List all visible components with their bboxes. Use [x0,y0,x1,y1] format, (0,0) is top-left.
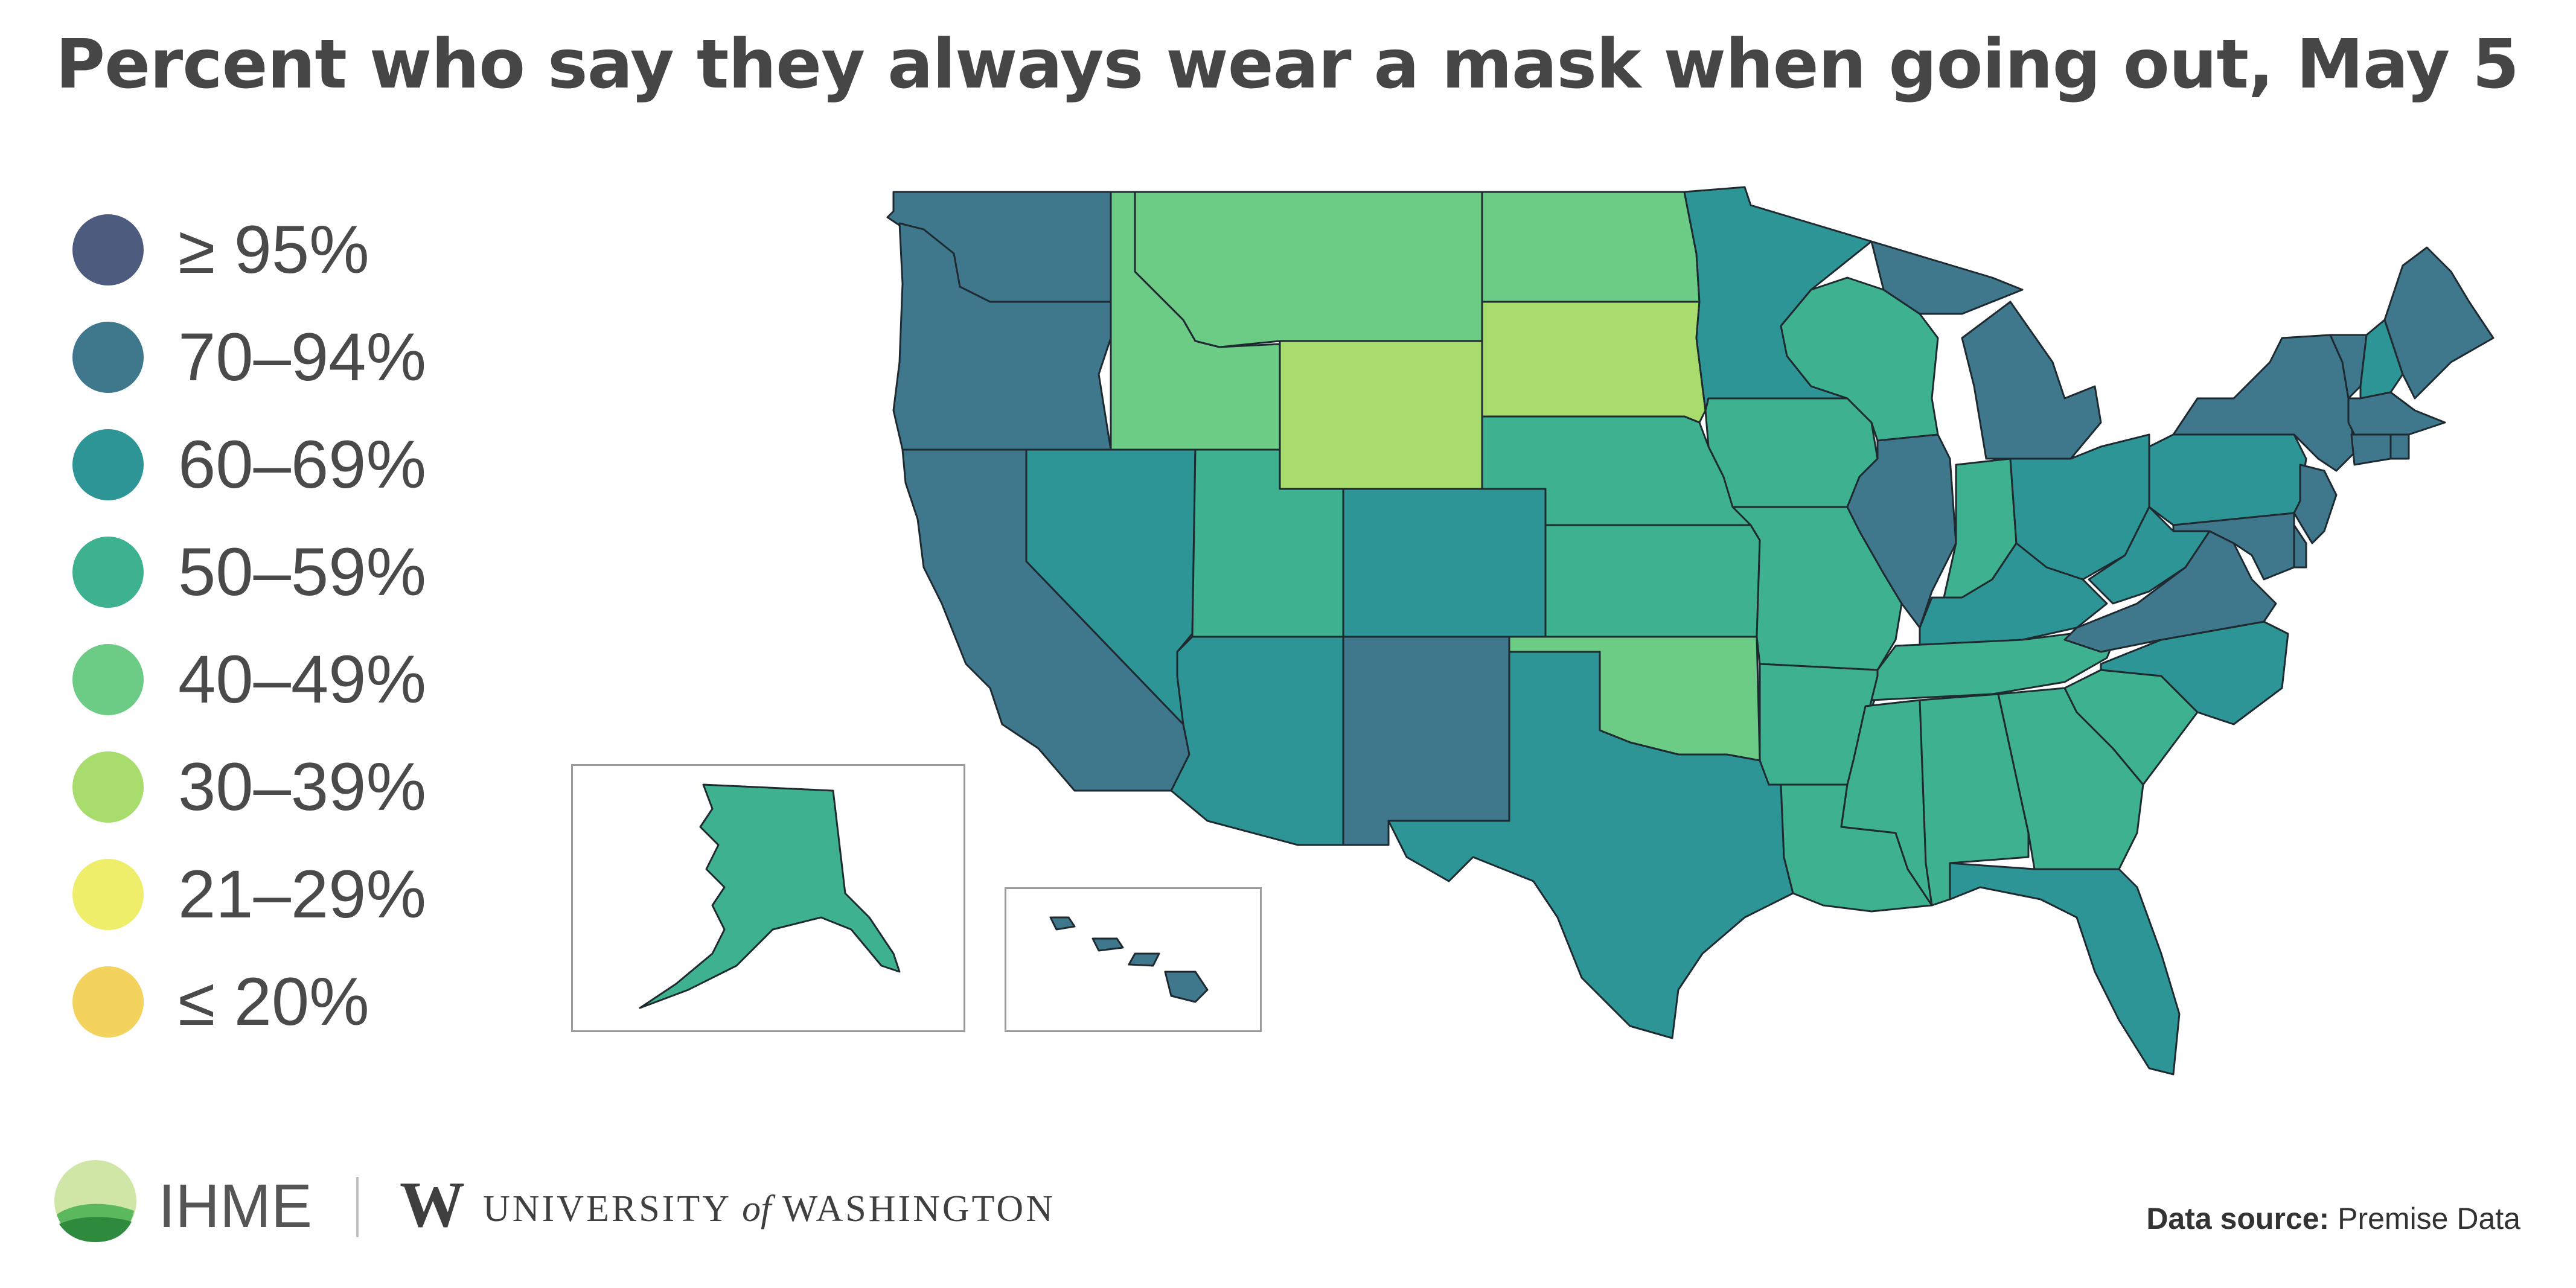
legend-label: 30–39% [178,749,427,824]
state-tx [1387,651,1794,1039]
legend-label: 50–59% [178,534,427,610]
state-mt [1134,191,1483,348]
state-il [1846,433,1957,629]
footer-divider [356,1177,359,1237]
state-md [2172,512,2295,581]
data-source: Data source: Premise Data [2146,1201,2520,1236]
state-sd [1481,301,1707,424]
data-source-label: Data source: [2146,1202,2330,1235]
state-me [2383,246,2495,400]
legend-swatch [72,322,144,393]
ihme-wordmark: IHME [158,1172,312,1240]
map-title: Percent who say they always wear a mask … [56,25,2519,104]
state-nd [1481,191,1701,303]
legend-swatch [72,644,144,715]
legend-swatch [72,429,144,500]
legend-label: 70–94% [178,319,427,395]
ihme-logo-icon [54,1160,136,1242]
state-az [1170,636,1344,846]
state-wy [1279,340,1483,490]
state-ia [1704,397,1879,508]
state-nj [2293,464,2338,544]
state-mi [1870,240,2102,460]
state-vt [2329,334,2368,400]
state-nm [1342,636,1510,846]
legend-label: 40–49% [178,642,427,717]
uw-wordmark-of: of [742,1188,772,1229]
state-ky [1919,542,2108,647]
legend-label: ≤ 20% [178,964,369,1039]
state-ri [2389,433,2410,460]
state-ks [1544,524,1761,638]
state-pa [2148,433,2307,526]
state-co [1342,488,1547,638]
uw-wordmark: UNIVERSITY of WASHINGTON [483,1188,1055,1231]
legend-label: 60–69% [178,427,427,502]
state-hi [1049,916,1209,1003]
legend-swatch [72,859,144,930]
state-ct [2350,433,2392,466]
state-ak [639,783,901,1009]
legend-label: ≥ 95% [178,212,369,287]
uw-wordmark-pre: UNIVERSITY [483,1188,730,1229]
legend-swatch [72,966,144,1038]
legend-swatch [72,214,144,285]
legend-label: 21–29% [178,856,427,932]
uw-wordmark-post: WASHINGTON [782,1188,1055,1229]
state-fl [1949,862,2181,1076]
state-ma [2347,391,2446,436]
legend-swatch [72,537,144,608]
data-source-value: Premise Data [2338,1202,2520,1235]
legend-swatch [72,751,144,823]
state-or [892,222,1112,451]
uw-logo-mark: W [400,1169,465,1241]
